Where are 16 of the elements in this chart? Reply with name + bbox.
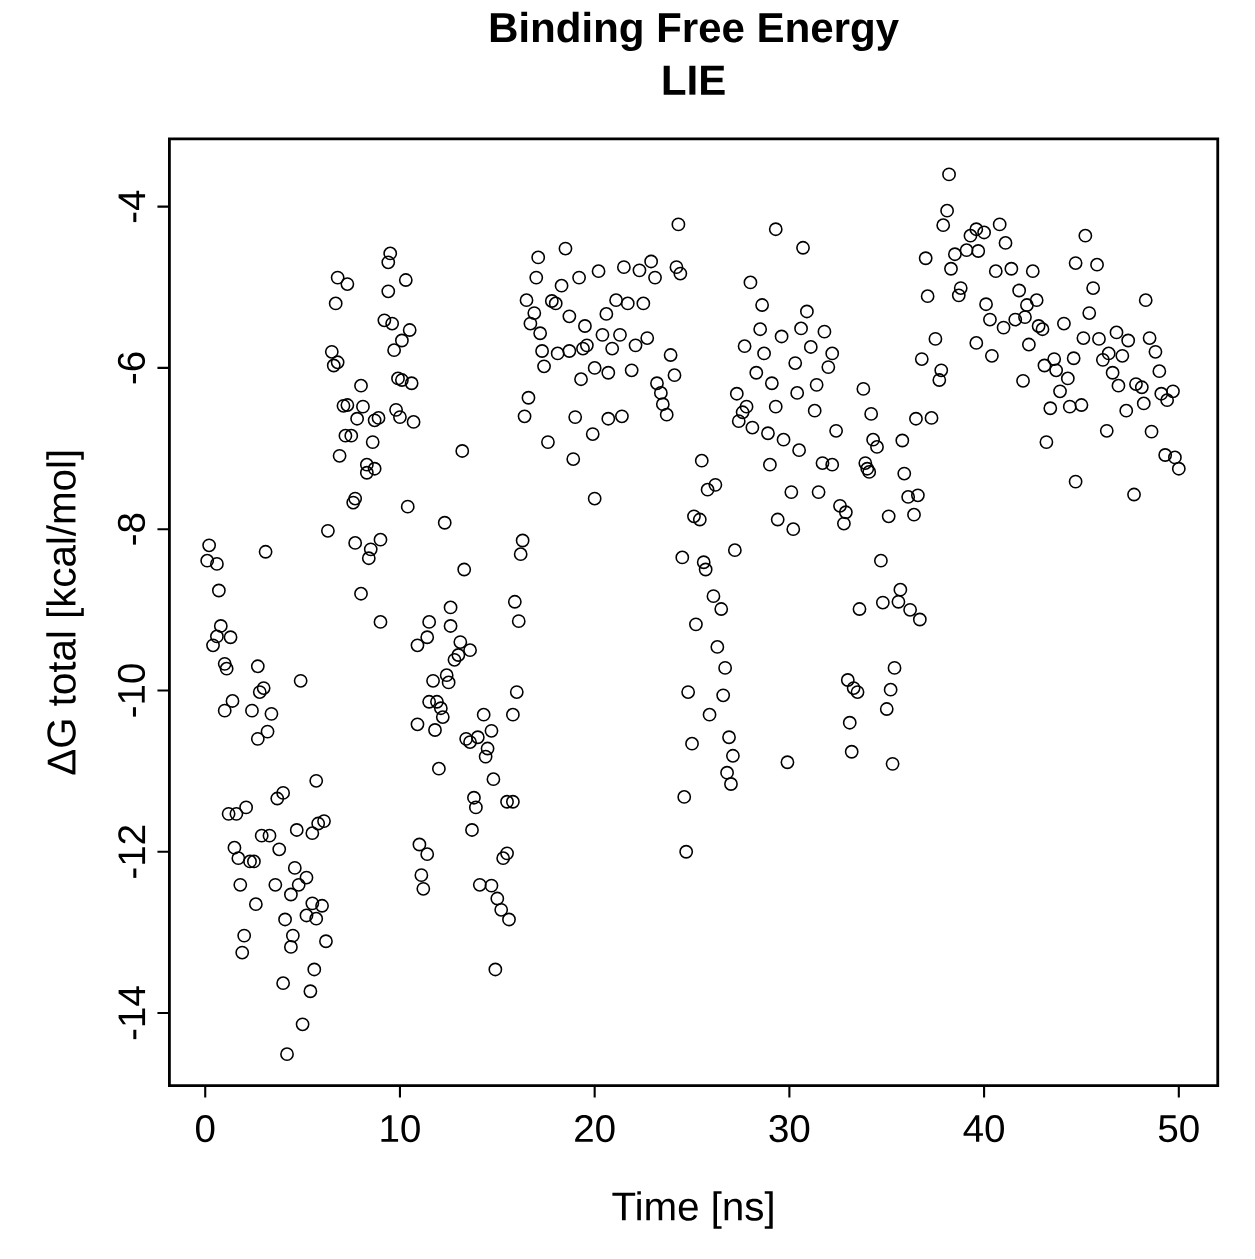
y-tick-label: -14 bbox=[118, 986, 146, 1040]
y-axis-title: ΔG total [kcal/mol] bbox=[46, 451, 84, 775]
x-tick-label: 20 bbox=[575, 1114, 615, 1143]
x-tick-label: 50 bbox=[1159, 1114, 1199, 1143]
x-tick-label: 10 bbox=[381, 1114, 421, 1143]
x-tick-label: 40 bbox=[963, 1114, 1005, 1143]
y-tick-label: -6 bbox=[118, 352, 146, 384]
y-tick-label: -10 bbox=[118, 664, 146, 717]
x-tick-label: 30 bbox=[769, 1114, 810, 1143]
y-tick-label: -8 bbox=[118, 513, 146, 545]
y-tick-label: -4 bbox=[118, 190, 146, 223]
x-tick-label: 0 bbox=[196, 1114, 215, 1143]
y-tick-label: -12 bbox=[118, 825, 146, 878]
chart-title: Binding Free Energy bbox=[491, 11, 900, 52]
chart-subtitle: LIE bbox=[663, 65, 725, 95]
x-axis-title: Time [ns] bbox=[612, 1191, 773, 1229]
